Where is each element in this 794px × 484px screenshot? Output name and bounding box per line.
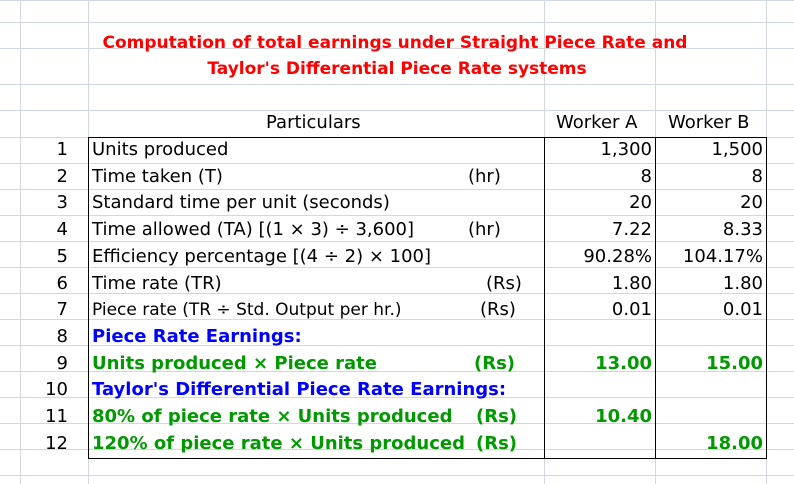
row-number: 7 [56, 299, 68, 321]
header-particulars: Particulars [266, 112, 361, 133]
row-number: 6 [56, 272, 68, 294]
worker-a-value: 7.22 [611, 219, 652, 241]
row-label: Time rate (TR) [92, 272, 222, 294]
worker-a-value: 1.80 [611, 272, 652, 294]
row-number: 3 [56, 192, 68, 214]
worker-b-value: 104.17% [682, 245, 763, 267]
row-label: Standard time per unit (seconds) [92, 192, 390, 214]
row-number: 2 [56, 165, 68, 187]
worker-b-value: 20 [740, 192, 763, 214]
row-number: 9 [56, 352, 68, 374]
row-unit: (Rs) [476, 432, 518, 454]
worker-a-value: 10.40 [595, 406, 652, 427]
worker-a-value: 1,300 [600, 139, 652, 160]
row-number: 5 [56, 245, 68, 267]
row-unit: (Rs) [474, 352, 516, 374]
row-number: 1 [56, 139, 68, 160]
worker-b-value: 8 [751, 165, 763, 187]
worker-a-value: 20 [629, 192, 652, 214]
worker-a-value: 8 [640, 165, 652, 187]
row-label: 120% of piece rate × Units produced [92, 432, 465, 454]
row-unit: (hr) [468, 165, 501, 187]
row-label: 80% of piece rate × Units produced [92, 406, 453, 427]
row-number: 8 [56, 325, 68, 347]
row-label: Efficiency percentage [(4 ÷ 2) × 100] [92, 245, 432, 267]
row-unit: (Rs) [486, 272, 522, 294]
row-unit: (Rs) [476, 406, 518, 427]
header-worker-a: Worker A [556, 112, 638, 133]
row-label: Piece rate (TR ÷ Std. Output per hr.) [92, 300, 402, 321]
row-number: 10 [45, 379, 68, 401]
header-worker-b: Worker B [668, 112, 750, 133]
worker-b-value: 0.01 [722, 299, 763, 321]
row-number: 4 [56, 219, 68, 241]
row-label: Units produced × Piece rate [92, 352, 377, 374]
worker-b-value: 1,500 [711, 139, 763, 160]
table-border-bottom [88, 458, 767, 459]
worker-b-value: 1.80 [722, 272, 763, 294]
table-border-top [88, 137, 767, 138]
table-border-col-a [544, 137, 545, 459]
sheet-title-line-2: Taylor's Differential Piece Rate systems [207, 59, 587, 79]
worker-a-value: 0.01 [611, 299, 652, 321]
table-border-left [88, 137, 89, 459]
row-label: Time taken (T) [92, 165, 223, 187]
row-number: 12 [45, 432, 68, 454]
worker-b-value: 18.00 [706, 432, 763, 454]
worker-b-value: 15.00 [706, 352, 763, 374]
row-label: Piece Rate Earnings: [92, 325, 302, 347]
table-border-col-b [655, 137, 656, 459]
row-label: Units produced [92, 139, 229, 160]
row-unit: (Rs) [480, 299, 516, 321]
worker-a-value: 90.28% [583, 245, 652, 267]
sheet-title-line-1: Computation of total earnings under Stra… [102, 33, 688, 53]
table-border-right [766, 137, 767, 459]
row-unit: (hr) [468, 219, 501, 241]
worker-b-value: 8.33 [722, 219, 763, 241]
row-number: 11 [45, 406, 68, 427]
row-label: Time allowed (TA) [(1 × 3) ÷ 3,600] [92, 219, 415, 241]
row-label: Taylor's Differential Piece Rate Earning… [92, 379, 507, 401]
worker-a-value: 13.00 [595, 352, 652, 374]
